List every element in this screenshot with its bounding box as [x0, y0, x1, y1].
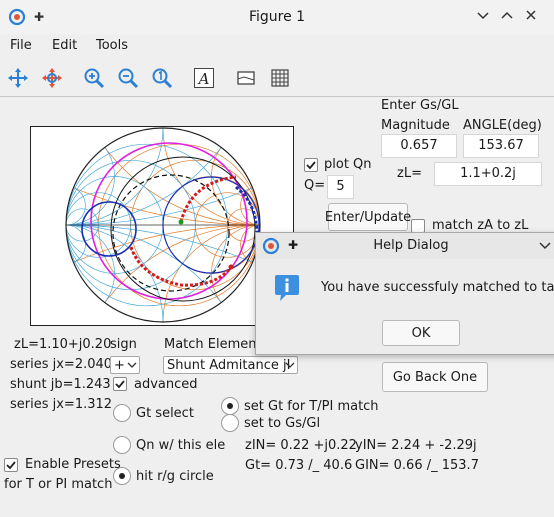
maximize-button[interactable]	[498, 8, 516, 26]
qn-ele-label: Qn w/ this ele	[136, 438, 226, 453]
zoom-in-button[interactable]	[80, 64, 108, 92]
gs-gl-header: Enter Gs/GL	[381, 98, 459, 113]
window-title: Figure 1	[248, 9, 306, 25]
set-gt-radio[interactable]	[221, 397, 239, 415]
text-tool-button[interactable]: A	[190, 64, 218, 92]
plot-qn-checkbox[interactable]	[304, 158, 318, 172]
chevron-down-icon	[127, 362, 137, 368]
advanced-label: advanced	[134, 377, 198, 392]
gin-readout: GIN= 0.66 /_ 153.7	[355, 458, 479, 473]
image-icon	[237, 71, 255, 85]
title-bar: ✚ Figure 1	[0, 0, 554, 34]
sign-select[interactable]: +	[110, 356, 140, 374]
zl-label: zL=	[397, 166, 422, 181]
image-tool-button[interactable]	[232, 64, 260, 92]
match-za-checkbox[interactable]	[411, 219, 425, 233]
enter-update-button[interactable]: Enter/Update	[325, 203, 411, 231]
checkmark-icon	[306, 161, 316, 170]
close-button[interactable]	[522, 8, 540, 26]
match-za-label: match zA to zL	[432, 218, 529, 233]
text-icon: A	[194, 68, 214, 88]
zl-readout: zL=1.10+j0.20	[14, 337, 112, 352]
chevron-up-icon	[501, 11, 513, 19]
go-back-button[interactable]: Go Back One	[382, 362, 488, 392]
pin-icon[interactable]: ✚	[33, 10, 45, 24]
close-icon	[526, 10, 536, 20]
hit-circle-radio[interactable]	[113, 467, 131, 485]
sign-label: sign	[110, 337, 137, 352]
chevron-down-icon	[477, 12, 489, 20]
angle-field[interactable]: 153.67	[463, 134, 539, 158]
app-logo-icon	[262, 237, 280, 255]
menu-edit[interactable]: Edit	[52, 38, 78, 53]
enable-presets-checkbox[interactable]	[4, 458, 18, 472]
zoom-in-icon	[84, 68, 105, 89]
series-jx-readout: series jx=2.040	[10, 357, 113, 372]
series-jx2-readout: series jx=1.312	[10, 397, 113, 412]
magnitude-label: Magnitude	[381, 118, 450, 133]
menu-tools[interactable]: Tools	[96, 38, 129, 53]
match-element-label: Match Element	[164, 337, 262, 352]
help-dialog: ✚ Help Dialog You have successfuly match…	[255, 232, 554, 355]
shunt-jb-readout: shunt jb=1.243	[10, 377, 111, 392]
checkmark-icon	[115, 380, 125, 389]
angle-label: ANGLE(deg)	[463, 118, 542, 133]
zoom-fit-button[interactable]	[148, 64, 176, 92]
grid-icon	[271, 69, 289, 87]
grid-tool-button[interactable]	[266, 64, 294, 92]
plot-qn-label: plot Qn	[324, 157, 372, 172]
smith-chart[interactable]	[30, 126, 294, 326]
yin-readout: yIN= 2.24 + -2.29j	[355, 438, 477, 453]
menu-file[interactable]: File	[10, 38, 32, 53]
set-gt-label: set Gt for T/PI match	[244, 399, 379, 414]
svg-text:A: A	[197, 70, 210, 88]
zin-readout: zIN= 0.22 +j0.22	[245, 438, 357, 453]
help-dialog-title: Help Dialog	[373, 238, 449, 253]
zoom-out-button[interactable]	[114, 64, 142, 92]
qn-ele-radio[interactable]	[113, 436, 131, 454]
toolbar-separator	[0, 96, 554, 97]
smith-chart-plot	[65, 127, 261, 323]
app-logo-icon	[8, 8, 26, 26]
dialog-pin-icon[interactable]: ✚	[288, 238, 299, 252]
ok-button[interactable]: OK	[382, 320, 460, 346]
checkmark-icon	[6, 461, 16, 470]
dialog-message: You have successfuly matched to targ	[321, 280, 554, 295]
q-field[interactable]: 5	[327, 175, 354, 199]
chevron-down-icon	[285, 362, 295, 368]
help-dialog-titlebar: ✚ Help Dialog	[256, 233, 554, 259]
match-element-value: Shunt Admitance jI	[167, 358, 291, 373]
set-gs-radio[interactable]	[221, 414, 239, 432]
enable-presets-label: Enable Presets	[25, 457, 121, 472]
gt-readout: Gt= 0.73 /_ 40.6	[245, 458, 353, 473]
hit-circle-label: hit r/g circle	[136, 469, 214, 484]
zl-field[interactable]: 1.1+0.2j	[434, 162, 542, 186]
match-element-select[interactable]: Shunt Admitance jI	[163, 356, 298, 374]
pan-tool-button[interactable]	[38, 64, 66, 92]
move-tool-button[interactable]	[4, 64, 32, 92]
presets-line2-label: for T or PI match	[4, 477, 113, 492]
sign-value: +	[114, 358, 125, 373]
zoom-out-icon	[118, 68, 139, 89]
info-icon	[275, 275, 299, 301]
chevron-down-icon	[539, 242, 551, 250]
move-icon	[8, 68, 28, 88]
q-label: Q=	[304, 178, 326, 193]
zoom-fit-icon	[152, 68, 173, 89]
advanced-checkbox[interactable]	[113, 377, 127, 391]
gt-select-label: Gt select	[136, 406, 194, 421]
gt-select-radio[interactable]	[113, 404, 131, 422]
dialog-collapse-button[interactable]	[538, 238, 552, 256]
minimize-button[interactable]	[474, 8, 492, 26]
magnitude-field[interactable]: 0.657	[381, 134, 457, 158]
set-gs-label: set to Gs/Gl	[244, 416, 321, 431]
pan-icon	[42, 68, 62, 88]
